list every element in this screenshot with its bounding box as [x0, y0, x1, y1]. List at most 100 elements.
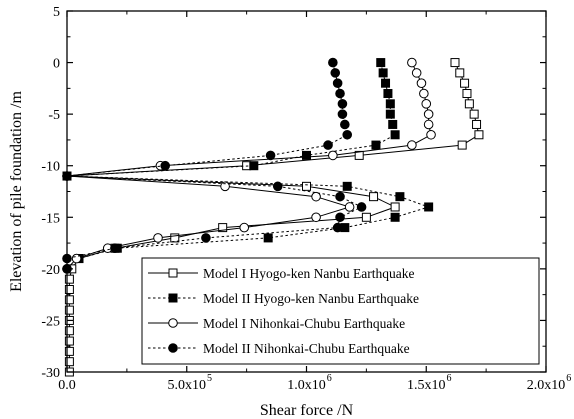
square-marker — [64, 274, 74, 284]
square-marker — [462, 89, 472, 99]
square-marker — [460, 78, 470, 88]
axes: 50-5-10-15-20-25-300.0 5.0x10 5 1.0x10 6 1.5x… — [41, 5, 571, 393]
square-marker — [354, 150, 364, 160]
series-1 — [62, 58, 484, 377]
circle-marker — [356, 202, 367, 212]
square-marker — [388, 119, 398, 129]
legend-box — [141, 257, 540, 365]
square-marker — [263, 233, 273, 243]
x-tick-exponent: 6 — [327, 373, 332, 384]
circle-marker — [160, 160, 170, 171]
y-tick-label: -25 — [41, 314, 60, 329]
square-marker — [168, 293, 178, 303]
legend-label: Model I Hyogo-ken Nanbu Earthquake — [203, 266, 414, 281]
x-tick-label: 5.0x10 — [168, 378, 207, 393]
square-marker — [390, 212, 400, 222]
x-tick-label: 0.0 — [58, 378, 76, 393]
x-axis-title: Shear force /N — [260, 402, 354, 419]
square-marker — [342, 181, 352, 191]
square-marker — [455, 68, 465, 78]
circle-marker — [323, 140, 333, 150]
legend-entry: Model I Nihonkai-Chubu Earthquake — [148, 316, 405, 331]
circle-marker — [220, 181, 230, 192]
legend: Model I Hyogo-ken Nanbu Earthquake Model … — [141, 257, 540, 365]
circle-marker — [311, 212, 321, 223]
square-marker — [218, 223, 228, 233]
circle-marker — [330, 68, 341, 78]
circle-marker — [337, 109, 348, 119]
square-marker — [385, 109, 395, 119]
square-marker — [390, 202, 400, 212]
square-marker — [249, 161, 259, 171]
circle-marker — [335, 88, 345, 99]
circle-marker — [328, 150, 338, 161]
square-marker — [457, 140, 467, 150]
x-tick-label: 1.5x10 — [407, 378, 446, 393]
legend-entry: Model I Hyogo-ken Nanbu Earthquake — [148, 266, 414, 281]
circle-marker — [407, 57, 417, 68]
square-marker — [64, 346, 74, 356]
square-marker — [170, 233, 180, 243]
square-marker — [390, 130, 400, 140]
x-tick-label: 2.0x10 — [527, 378, 566, 393]
square-marker — [464, 99, 474, 109]
legend-label: Model II Hyogo-ken Nanbu Earthquake — [203, 291, 419, 306]
circle-marker — [342, 129, 353, 140]
square-marker — [424, 202, 434, 212]
series-layer — [62, 57, 484, 377]
circle-marker — [311, 191, 321, 202]
circle-marker — [340, 119, 350, 130]
circle-marker — [423, 109, 434, 119]
x-tick-exponent: 6 — [566, 373, 571, 384]
square-marker — [64, 357, 74, 367]
square-marker — [64, 326, 74, 336]
square-marker — [168, 268, 178, 278]
circle-marker — [335, 212, 345, 223]
y-axis-title: Elevation of pile foundation /m — [8, 91, 25, 292]
square-marker — [450, 58, 460, 68]
circle-marker — [344, 202, 355, 212]
legend-label: Model I Nihonkai-Chubu Earthquake — [203, 316, 405, 331]
circle-marker — [110, 243, 120, 254]
legend-entry: Model II Nihonkai-Chubu Earthquake — [148, 341, 410, 356]
square-marker — [474, 130, 484, 140]
square-marker — [381, 78, 391, 88]
square-marker — [395, 192, 405, 202]
circle-marker — [407, 140, 417, 150]
circle-marker — [419, 88, 429, 99]
circle-marker — [272, 181, 283, 192]
circle-marker — [153, 233, 163, 243]
square-marker — [472, 119, 482, 129]
legend-label: Model II Nihonkai-Chubu Earthquake — [203, 341, 410, 356]
y-tick-label: 5 — [53, 5, 60, 20]
square-marker — [383, 89, 393, 99]
circle-marker — [168, 318, 178, 328]
x-tick-exponent: 5 — [207, 373, 212, 384]
circle-marker — [423, 119, 434, 130]
square-marker — [369, 192, 379, 202]
series-4 — [62, 57, 367, 274]
square-marker — [469, 109, 479, 119]
square-marker — [371, 140, 381, 150]
circle-marker — [332, 222, 343, 233]
square-marker — [64, 336, 74, 346]
square-marker — [64, 284, 74, 294]
series-line — [66, 62, 363, 269]
circle-marker — [201, 233, 211, 243]
circle-marker — [411, 68, 422, 78]
circle-marker — [337, 99, 348, 109]
circle-marker — [168, 343, 178, 353]
x-tick-exponent: 6 — [447, 373, 452, 384]
y-tick-label: -5 — [48, 108, 60, 123]
square-marker — [361, 212, 371, 222]
square-marker — [302, 181, 311, 191]
square-marker — [376, 58, 386, 68]
circle-marker — [239, 222, 250, 233]
circle-marker — [426, 129, 436, 140]
square-marker — [385, 99, 395, 109]
circle-marker — [265, 150, 276, 161]
circle-marker — [332, 78, 343, 88]
y-tick-label: -20 — [41, 263, 60, 278]
y-tick-label: -30 — [41, 366, 60, 381]
